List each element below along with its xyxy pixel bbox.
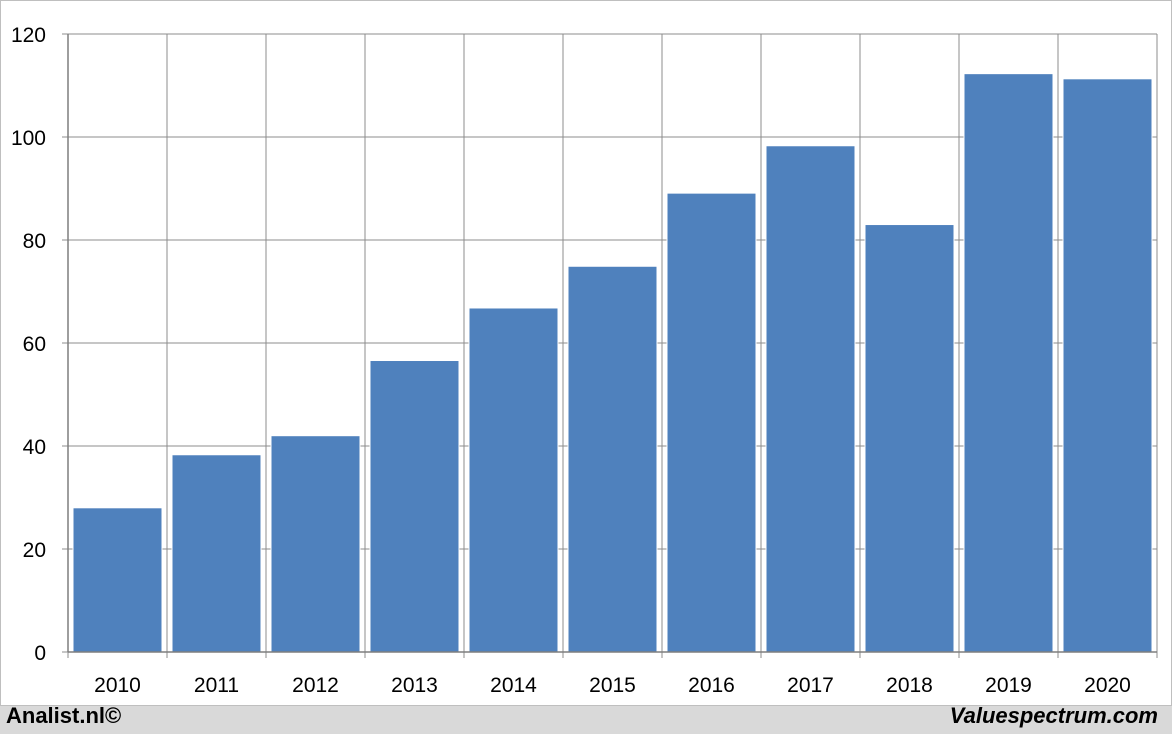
x-tick-label: 2017 xyxy=(787,674,834,697)
y-tick-label: 60 xyxy=(23,333,46,356)
y-tick-label: 20 xyxy=(23,539,46,562)
x-tick-label: 2018 xyxy=(886,674,933,697)
x-tick-label: 2016 xyxy=(688,674,735,697)
bar xyxy=(72,507,163,653)
y-tick-label: 0 xyxy=(34,642,46,665)
y-tick-label: 100 xyxy=(11,127,46,150)
bar xyxy=(666,192,757,653)
x-tick-label: 2019 xyxy=(985,674,1032,697)
bar xyxy=(1062,78,1153,653)
y-tick-label: 80 xyxy=(23,230,46,253)
bar-chart: 0 20 40 60 80 100 120 2010 2011 2012 2013 2014 2015 2… xyxy=(11,24,1158,697)
x-tick-label: 2011 xyxy=(194,674,239,697)
bar xyxy=(864,224,955,653)
footer-brand-left: Analist.nl© xyxy=(6,703,122,728)
x-tick-label: 2015 xyxy=(589,674,636,697)
x-tick-label: 2010 xyxy=(94,674,141,697)
bar xyxy=(468,307,559,653)
x-tick-label: 2020 xyxy=(1084,674,1131,697)
x-tick-label: 2014 xyxy=(490,674,537,697)
bar xyxy=(171,454,262,653)
bar xyxy=(369,360,460,653)
bar xyxy=(270,435,361,653)
y-tick-label: 40 xyxy=(23,436,46,459)
bar xyxy=(765,145,856,653)
x-tick-label: 2013 xyxy=(391,674,438,697)
y-tick-label: 120 xyxy=(11,24,46,47)
bar xyxy=(567,265,658,653)
footer-brand-right: Valuespectrum.com xyxy=(949,703,1158,728)
bar xyxy=(963,73,1054,653)
x-tick-label: 2012 xyxy=(292,674,339,697)
